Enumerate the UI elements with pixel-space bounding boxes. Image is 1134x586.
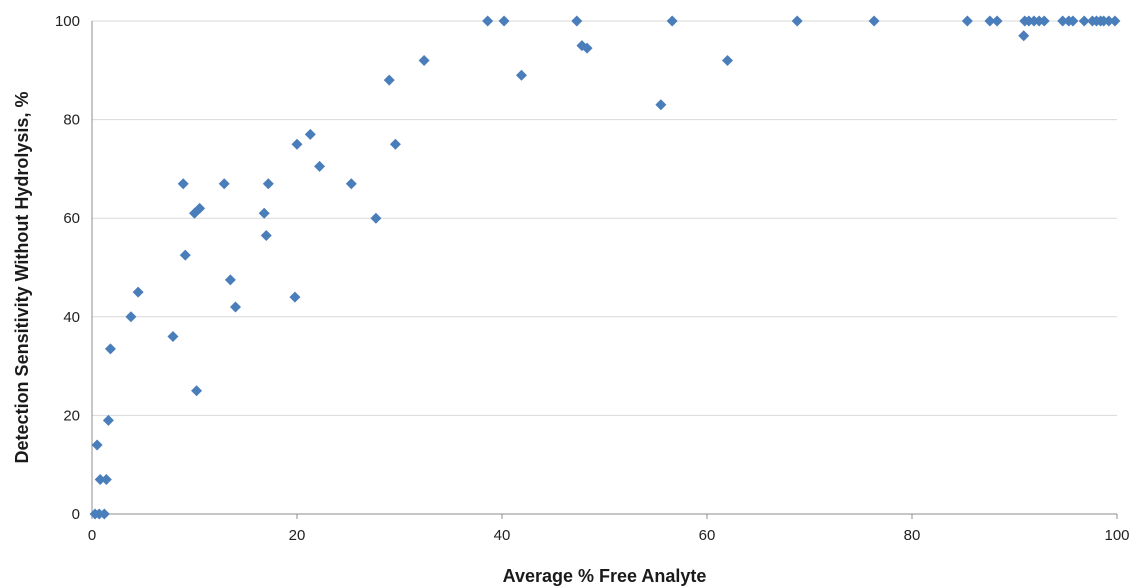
data-point xyxy=(291,138,303,150)
data-point xyxy=(1057,15,1069,27)
y-tick-label: 0 xyxy=(72,506,80,523)
x-tick-label: 80 xyxy=(904,527,921,544)
data-point xyxy=(482,15,494,27)
data-point xyxy=(515,69,527,81)
y-tick-label: 20 xyxy=(63,407,80,424)
data-point xyxy=(224,274,236,286)
data-point xyxy=(984,15,996,27)
y-tick-label: 100 xyxy=(55,13,80,30)
x-tick-label: 100 xyxy=(1104,527,1129,544)
y-axis-title: Detection Sensitivity Without Hydrolysis… xyxy=(12,92,32,464)
data-point xyxy=(666,15,678,27)
gridlines xyxy=(92,20,1117,416)
data-point xyxy=(102,414,114,426)
data-point xyxy=(868,15,880,27)
data-point xyxy=(1018,30,1030,42)
x-tick-label: 60 xyxy=(699,527,716,544)
data-point xyxy=(94,473,106,485)
data-point xyxy=(722,54,733,66)
data-point xyxy=(370,212,382,224)
data-point xyxy=(258,207,270,219)
data-point xyxy=(418,54,430,66)
data-point xyxy=(1078,15,1090,27)
data-point xyxy=(98,508,110,520)
data-point xyxy=(91,439,103,451)
data-point xyxy=(100,473,112,485)
data-point xyxy=(571,15,583,27)
data-point xyxy=(345,178,357,190)
x-axis-title: Average % Free Analyte xyxy=(503,566,707,586)
data-point xyxy=(194,202,206,214)
data-point xyxy=(961,15,973,27)
data-point xyxy=(260,229,272,241)
x-tick-label: 40 xyxy=(494,527,511,544)
data-point xyxy=(125,311,137,323)
data-point xyxy=(1038,15,1050,27)
data-point xyxy=(104,343,116,355)
data-point xyxy=(304,128,316,140)
data-point xyxy=(389,138,401,150)
data-point xyxy=(191,385,203,397)
data-point xyxy=(218,178,230,190)
data-point xyxy=(289,291,301,303)
data-point xyxy=(177,178,189,190)
data-points xyxy=(89,15,1121,520)
data-point xyxy=(179,249,191,261)
y-tick-label: 60 xyxy=(63,210,80,227)
data-point xyxy=(262,178,274,190)
data-point xyxy=(314,160,326,172)
data-point xyxy=(230,301,241,313)
tick-labels: 0 20 40 60 80 100 0 20 40 60 80 100 xyxy=(55,13,1130,544)
x-tick-label: 20 xyxy=(289,527,306,544)
data-point xyxy=(498,15,510,27)
x-tick-label: 0 xyxy=(88,527,96,544)
axes xyxy=(91,21,1118,519)
data-point xyxy=(1067,15,1079,27)
y-tick-label: 80 xyxy=(63,112,80,129)
data-point xyxy=(1109,15,1121,27)
y-tick-label: 40 xyxy=(63,309,80,326)
data-point xyxy=(1103,15,1115,27)
data-point xyxy=(581,42,593,54)
data-point xyxy=(132,286,144,298)
data-point xyxy=(655,99,667,111)
data-point xyxy=(991,15,1003,27)
data-point xyxy=(167,331,179,343)
data-point xyxy=(791,15,803,27)
data-point xyxy=(383,74,395,86)
